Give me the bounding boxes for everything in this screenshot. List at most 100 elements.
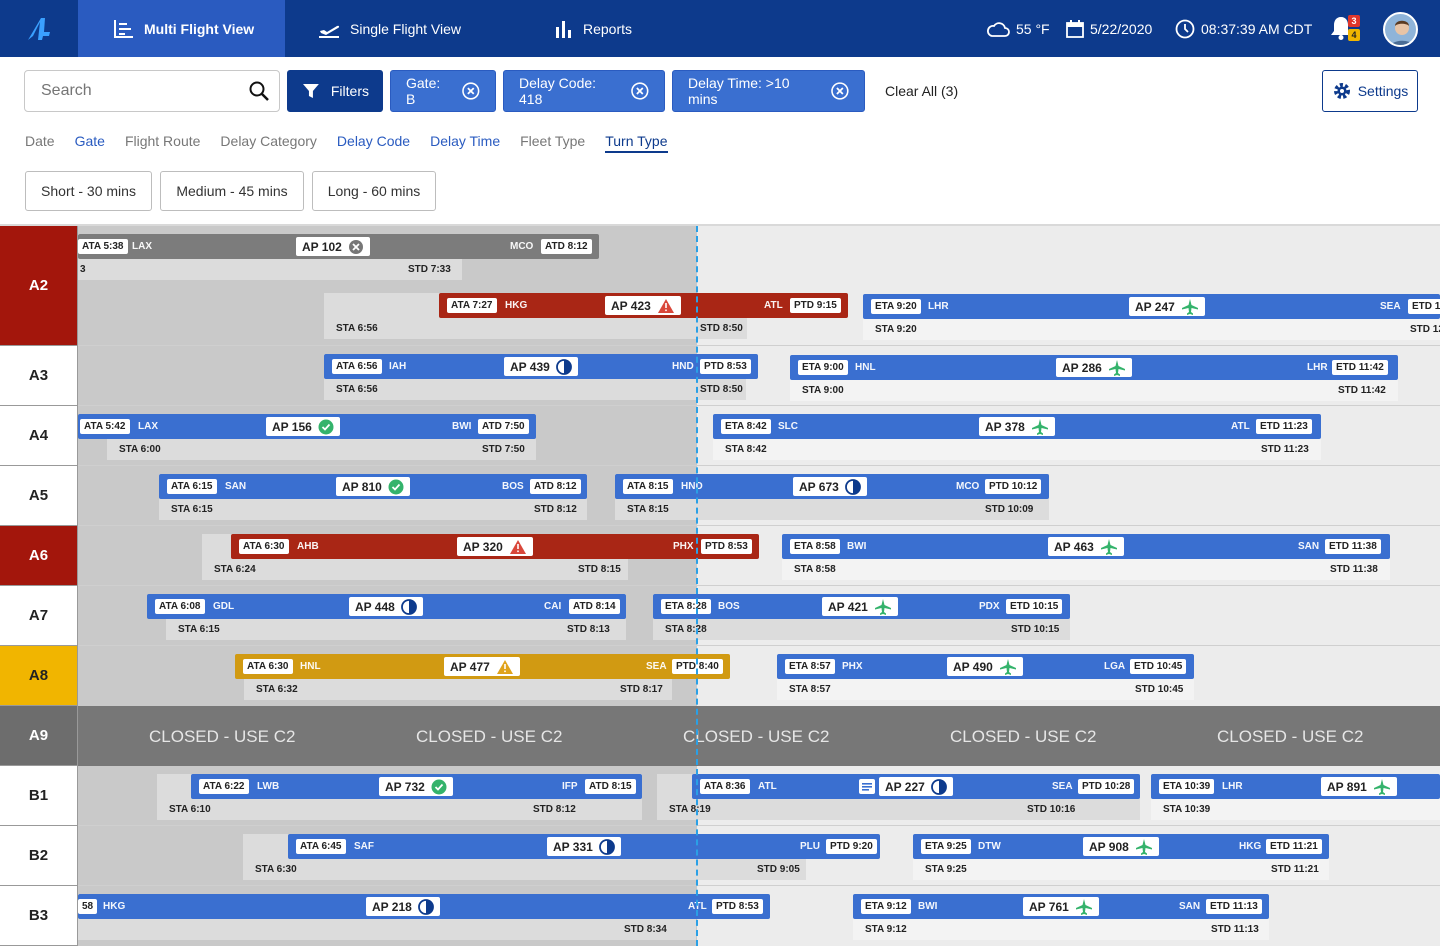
- category-delay-code[interactable]: Delay Code: [336, 133, 411, 149]
- gate-label[interactable]: A8: [0, 646, 78, 706]
- flight-bar-ap732[interactable]: ATA 6:22 LWB AP 732 IFP ATD 8:15: [191, 774, 642, 799]
- origin-code: LAX: [132, 241, 152, 252]
- filter-chip-delay-code[interactable]: Delay Code: 418: [503, 70, 665, 112]
- sched-departure: STD 11:21: [1271, 864, 1319, 875]
- flight-bar-ap891[interactable]: ETA 10:39 LHR AP 891: [1151, 774, 1440, 799]
- flight-number[interactable]: AP 286: [1056, 358, 1132, 377]
- category-delay-category[interactable]: Delay Category: [220, 133, 317, 149]
- flight-number[interactable]: AP 247: [1129, 297, 1205, 316]
- flight-bar-ap761[interactable]: ETA 9:12 BWI AP 761 SAN ETD 11:13: [853, 894, 1269, 919]
- gate-label[interactable]: B1: [0, 766, 78, 826]
- flight-bar-ap156[interactable]: ATA 5:42 LAX AP 156 BWI ATD 7:50: [78, 414, 536, 439]
- user-avatar-icon: [1390, 20, 1414, 45]
- category-delay-time[interactable]: Delay Time: [430, 133, 501, 149]
- category-flight-route[interactable]: Flight Route: [124, 133, 201, 149]
- flight-label: AP 378: [985, 419, 1025, 434]
- category-fleet-type[interactable]: Fleet Type: [520, 133, 586, 149]
- turn-option-long[interactable]: Long - 60 mins: [312, 171, 436, 211]
- turn-option-short[interactable]: Short - 30 mins: [25, 171, 152, 211]
- departure-time: ETD 11:23: [1256, 419, 1312, 434]
- dest-code: PLU: [800, 841, 820, 852]
- gate-label[interactable]: A9: [0, 706, 78, 766]
- flight-number[interactable]: AP 439: [504, 357, 578, 376]
- flight-number[interactable]: AP 378: [979, 417, 1055, 436]
- category-gate[interactable]: Gate: [74, 133, 105, 149]
- flight-number[interactable]: AP 908: [1083, 837, 1159, 856]
- flight-bar-ap227[interactable]: ATA 8:36 ATL AP 227 SEA PTD 10:28: [692, 774, 1140, 799]
- notifications[interactable]: 3 4: [1330, 15, 1360, 44]
- gate-label[interactable]: B2: [0, 826, 78, 886]
- category-turn-type[interactable]: Turn Type: [605, 133, 668, 153]
- flight-number[interactable]: AP 218: [366, 897, 440, 916]
- flight-number[interactable]: AP 421: [822, 597, 898, 616]
- close-circle-icon[interactable]: [831, 82, 849, 100]
- avatar[interactable]: [1383, 12, 1418, 47]
- flight-number[interactable]: AP 673: [793, 477, 867, 496]
- flight-number[interactable]: AP 320: [457, 537, 533, 556]
- flight-bar-ap477[interactable]: ATA 6:30 HNL AP 477 SEA PTD 8:40: [235, 654, 730, 679]
- flight-bar-ap331[interactable]: ATA 6:45 SAF AP 331 PLU PTD 9:20: [288, 834, 880, 859]
- sched-arrival: STA 6:56: [336, 323, 378, 334]
- flight-number[interactable]: AP 732: [379, 777, 453, 796]
- settings-button[interactable]: Settings: [1322, 70, 1418, 112]
- flight-number[interactable]: AP 891: [1321, 777, 1397, 796]
- flight-bar-ap247[interactable]: ETA 9:20 LHR AP 247 SEA ETD 12: [863, 294, 1440, 319]
- flight-number[interactable]: AP 448: [349, 597, 423, 616]
- search-icon[interactable]: [249, 81, 269, 101]
- flight-bar-ap378[interactable]: ETA 8:42 SLC AP 378 ATL ETD 11:23: [713, 414, 1321, 439]
- flight-number[interactable]: AP 156: [266, 417, 340, 436]
- dest-code: CAI: [544, 601, 562, 612]
- filter-category-tabs: Date Gate Flight Route Delay Category De…: [25, 133, 688, 153]
- tab-single-flight-view[interactable]: Single Flight View: [318, 0, 461, 57]
- app-logo[interactable]: [0, 0, 78, 57]
- flight-bar-ap218[interactable]: 58 HKG AP 218 ATL PTD 8:53: [78, 894, 770, 919]
- flight-bar-ap673[interactable]: ATA 8:15 HND AP 673 MCO PTD 10:12: [615, 474, 1049, 499]
- flight-bar-ap490[interactable]: ETA 8:57 PHX AP 490 LGA ETD 10:45: [777, 654, 1194, 679]
- gate-label[interactable]: B3: [0, 886, 78, 946]
- flight-number[interactable]: AP 331: [547, 837, 621, 856]
- message-icon[interactable]: [859, 779, 875, 794]
- flight-bar-ap810[interactable]: ATA 6:15 SAN AP 810 BOS ATD 8:12: [159, 474, 587, 499]
- sched-departure: STD 10:45: [1135, 684, 1184, 695]
- origin-code: BWI: [847, 541, 867, 552]
- gate-label[interactable]: A7: [0, 586, 78, 646]
- sched-arrival: STA 6:32: [256, 684, 298, 695]
- flight-bar-ap448[interactable]: ATA 6:08 GDL AP 448 CAI ATD 8:14: [147, 594, 626, 619]
- gate-label[interactable]: A5: [0, 466, 78, 526]
- tab-reports[interactable]: Reports: [555, 0, 632, 57]
- gate-label[interactable]: A2: [0, 226, 78, 346]
- flight-bar-ap320[interactable]: ATA 6:30 AHB AP 320 PHX PTD 8:53: [231, 534, 759, 559]
- clear-all-link[interactable]: Clear All (3): [885, 83, 959, 99]
- flight-number[interactable]: AP 463: [1048, 537, 1124, 556]
- flight-number[interactable]: AP 490: [947, 657, 1023, 676]
- flight-number[interactable]: AP 761: [1023, 897, 1099, 916]
- flight-bar-ap102[interactable]: ATA 5:38 LAX AP 102 MCO ATD 8:12: [78, 234, 599, 259]
- filter-chip-gate[interactable]: Gate: B: [390, 70, 496, 112]
- search-input[interactable]: [41, 82, 249, 100]
- flight-label: AP 227: [885, 779, 925, 794]
- closed-label: CLOSED - USE C2: [683, 727, 830, 746]
- flight-bar-ap421[interactable]: ETA 8:28 BOS AP 421 PDX ETD 10:15: [653, 594, 1070, 619]
- flight-bar-ap908[interactable]: ETA 9:25 DTW AP 908 HKG ETD 11:21: [913, 834, 1329, 859]
- flight-number[interactable]: AP 477: [444, 657, 520, 676]
- filters-button[interactable]: Filters: [287, 70, 383, 112]
- flight-bar-ap286[interactable]: ETA 9:00 HNL AP 286 LHR ETD 11:42: [790, 355, 1398, 380]
- flight-number[interactable]: AP 102: [296, 237, 370, 256]
- flight-bar-ap463[interactable]: ETA 8:58 BWI AP 463 SAN ETD 11:38: [782, 534, 1390, 559]
- gate-label[interactable]: A3: [0, 346, 78, 406]
- turn-option-medium[interactable]: Medium - 45 mins: [160, 171, 304, 211]
- category-date[interactable]: Date: [25, 133, 55, 149]
- gate-label[interactable]: A6: [0, 526, 78, 586]
- flight-number[interactable]: AP 423: [605, 296, 681, 315]
- search-box[interactable]: [24, 70, 280, 112]
- flight-bar-ap439[interactable]: ATA 6:56 IAH AP 439 HND PTD 8:53: [324, 354, 758, 379]
- flight-number[interactable]: AP 227: [879, 777, 953, 796]
- gate-label[interactable]: A4: [0, 406, 78, 466]
- filter-chip-delay-time[interactable]: Delay Time: >10 mins: [672, 70, 865, 112]
- flight-bar-ap423[interactable]: ATA 7:27 HKG AP 423 ATL PTD 9:15: [439, 293, 848, 318]
- close-circle-icon[interactable]: [631, 82, 649, 100]
- flight-number[interactable]: AP 810: [336, 477, 410, 496]
- flight-label: AP 490: [953, 659, 993, 674]
- tab-multi-flight-view[interactable]: Multi Flight View: [78, 0, 285, 57]
- close-circle-icon[interactable]: [462, 82, 480, 100]
